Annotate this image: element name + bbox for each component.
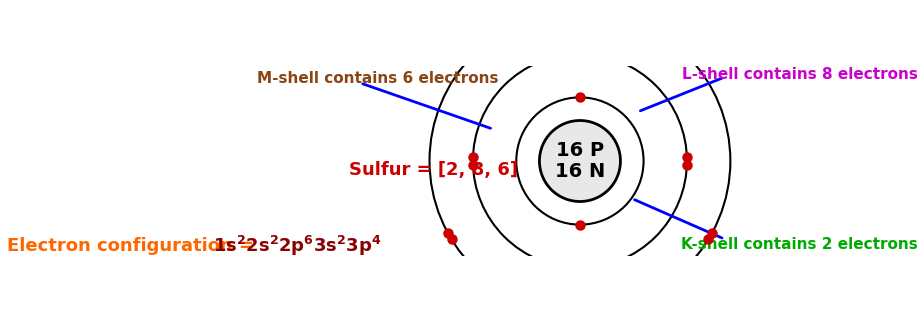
Ellipse shape: [540, 120, 621, 202]
Text: Electron configuration =: Electron configuration =: [7, 237, 261, 255]
Text: K-shell contains 2 electrons: K-shell contains 2 electrons: [681, 237, 918, 252]
Text: L-shell contains 8 electrons: L-shell contains 8 electrons: [682, 67, 918, 82]
Text: 16 N: 16 N: [554, 162, 605, 181]
Text: $\mathbf{1s^{2}2s^{2}2p^{6}3s^{2}3p^{4}}$: $\mathbf{1s^{2}2s^{2}2p^{6}3s^{2}3p^{4}}…: [213, 234, 381, 258]
Text: 16 P: 16 P: [556, 141, 604, 160]
Text: M-shell contains 6 electrons: M-shell contains 6 electrons: [257, 71, 498, 86]
Text: Sulfur = [2, 8, 6]: Sulfur = [2, 8, 6]: [349, 161, 518, 179]
